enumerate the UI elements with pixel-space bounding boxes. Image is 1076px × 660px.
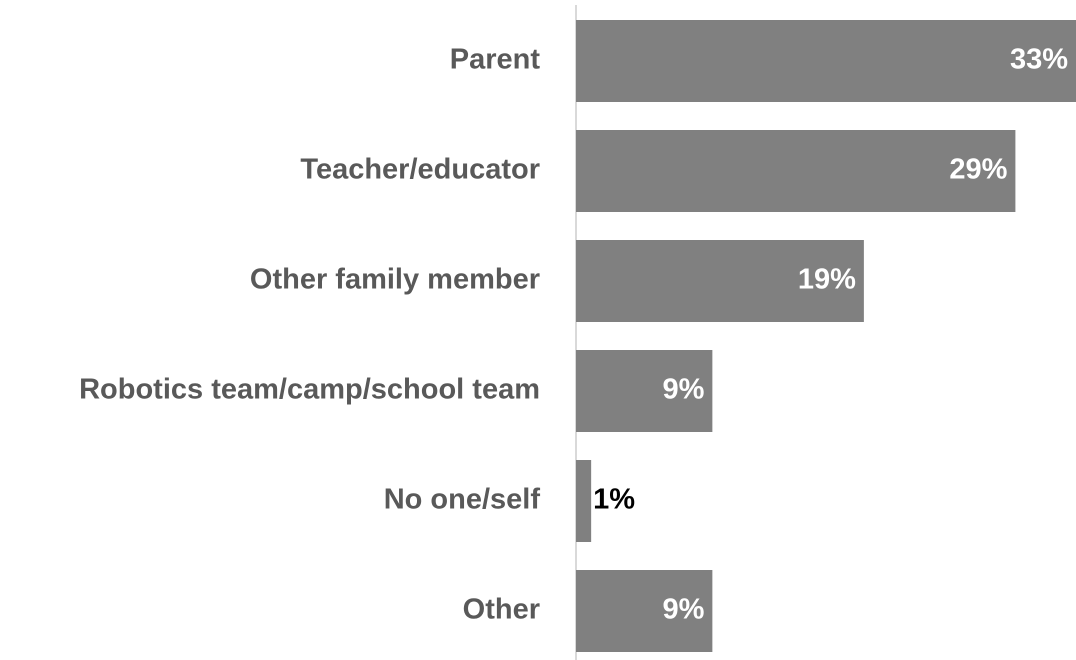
bar [576,130,1016,212]
category-label: Parent [450,44,541,76]
bar [576,20,1076,102]
value-label: 29% [949,154,1007,186]
bar [576,460,592,542]
bar [576,570,713,652]
value-label: 33% [1010,44,1068,76]
value-label: 19% [798,264,856,296]
category-label: Other [463,594,540,626]
bar [576,240,864,322]
value-label: 9% [662,594,704,626]
category-label: Other family member [250,264,540,296]
value-label: 1% [593,484,635,516]
category-label: Robotics team/camp/school team [79,374,540,406]
category-label: No one/self [384,484,541,516]
bar [576,350,713,432]
category-label: Teacher/educator [300,154,540,186]
value-label: 9% [662,374,704,406]
